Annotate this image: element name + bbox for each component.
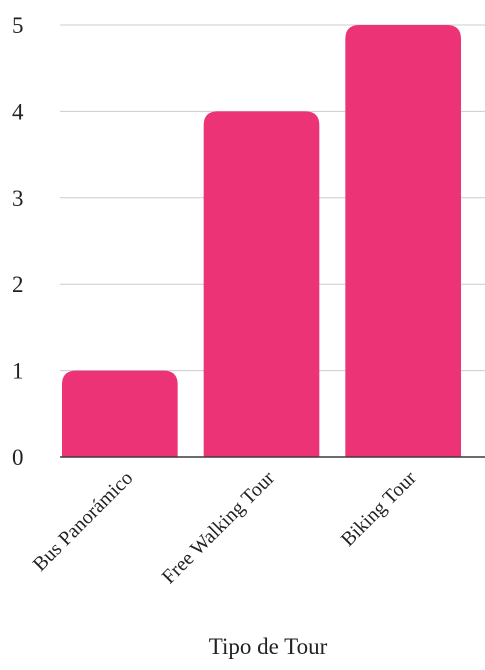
- x-tick-label: Free Walking Tour: [158, 467, 280, 589]
- y-axis-tick-labels: 0 1 2 3 4 5: [12, 13, 24, 470]
- x-axis-title: Tipo de Tour: [209, 634, 328, 659]
- x-tick-label: Bus Panorámico: [29, 467, 138, 576]
- y-tick-label: 5: [12, 13, 24, 38]
- y-tick-label: 4: [12, 99, 24, 124]
- y-tick-label: 3: [12, 186, 24, 211]
- y-tick-label: 1: [12, 359, 24, 384]
- bar: [203, 111, 320, 458]
- bars: [60, 25, 485, 458]
- y-tick-label: 2: [12, 272, 24, 297]
- x-axis-tick-labels: Bus Panorámico Free Walking Tour Biking To…: [29, 467, 421, 589]
- x-tick-label: Biking Tour: [337, 467, 421, 551]
- bar: [345, 25, 461, 457]
- y-tick-label: 0: [12, 445, 24, 470]
- bar: [62, 370, 178, 457]
